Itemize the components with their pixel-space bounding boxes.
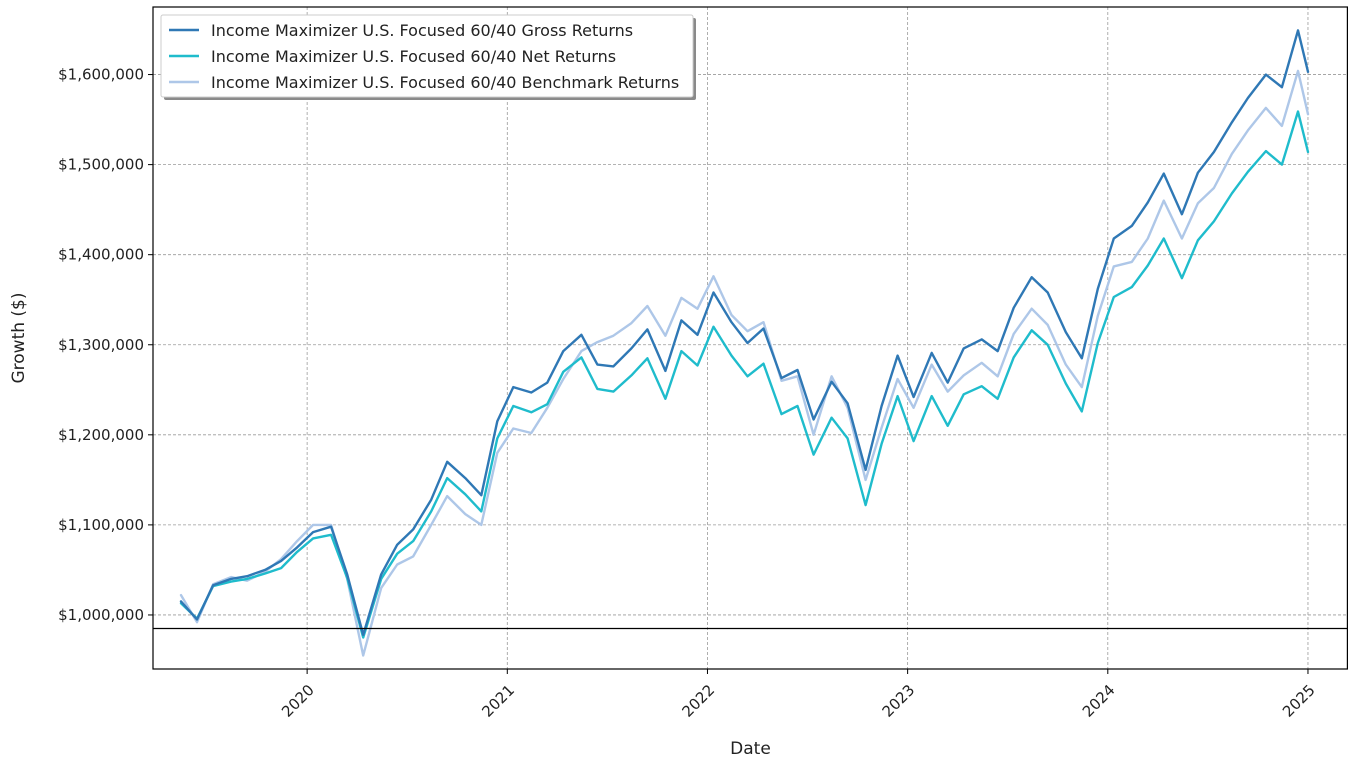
y-tick-label: $1,200,000 <box>58 426 144 444</box>
y-tick-label: $1,400,000 <box>58 246 144 264</box>
y-tick-label: $1,000,000 <box>58 606 144 624</box>
legend-label: Income Maximizer U.S. Focused 60/40 Net … <box>211 47 616 66</box>
series-line-0 <box>179 29 1310 636</box>
y-tick-label: $1,600,000 <box>58 66 144 84</box>
x-tick-label: 2025 <box>1279 681 1319 721</box>
x-axis-label: Date <box>730 739 771 759</box>
grid <box>153 7 1348 669</box>
legend: Income Maximizer U.S. Focused 60/40 Gros… <box>160 14 696 100</box>
x-tick-label: 2023 <box>879 681 919 721</box>
series-lines <box>179 29 1310 657</box>
x-tick-label: 2024 <box>1079 681 1119 721</box>
x-tick-label: 2022 <box>678 681 718 721</box>
legend-box <box>160 14 694 98</box>
series-line-1 <box>179 110 1310 639</box>
y-tick-label: $1,100,000 <box>58 516 144 534</box>
y-tick-label: $1,300,000 <box>58 336 144 354</box>
x-tick-label: 2020 <box>278 681 318 721</box>
x-tick-label: 2021 <box>478 681 518 721</box>
legend-label: Income Maximizer U.S. Focused 60/40 Benc… <box>211 73 679 92</box>
plot-area-frame <box>152 6 1348 670</box>
y-axis-label: Growth ($) <box>9 292 29 383</box>
y-tick-label: $1,500,000 <box>58 156 144 174</box>
axis-ticks: 2020 2021 2022 2023 2024 2025 $1,000,000 $1,100… <box>58 66 1319 721</box>
series-line-2 <box>179 69 1310 657</box>
legend-label: Income Maximizer U.S. Focused 60/40 Gros… <box>211 21 633 40</box>
